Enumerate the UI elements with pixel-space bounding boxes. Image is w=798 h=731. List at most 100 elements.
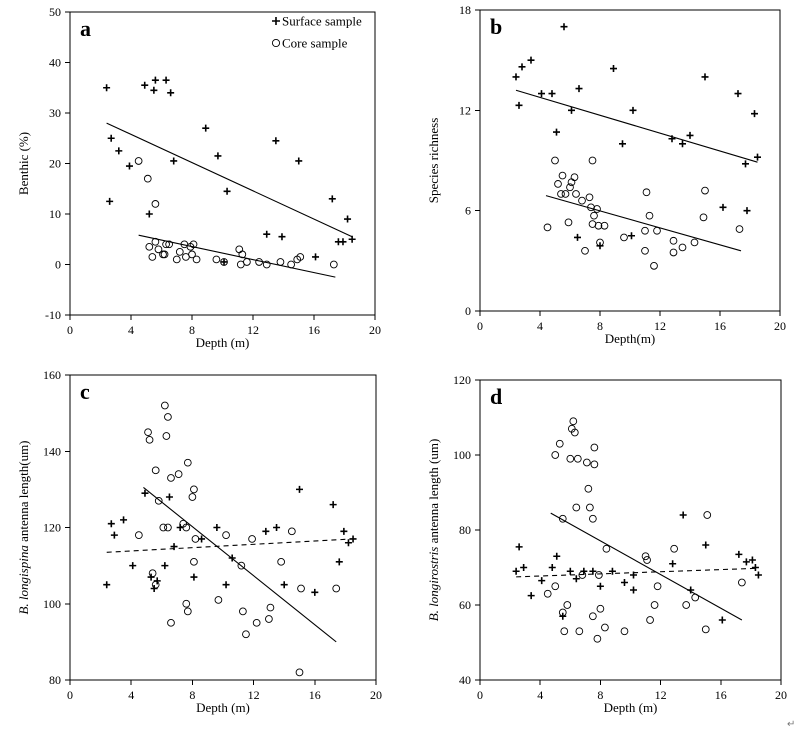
core-sample-point [167, 618, 175, 627]
surface-sample-point [628, 232, 635, 240]
core-sample-point [162, 240, 170, 249]
plot-frame [69, 374, 377, 681]
surface-sample-point [574, 233, 581, 241]
surface-sample-point [223, 187, 231, 195]
surface-sample-point [751, 110, 758, 118]
x-tick-label: 0 [477, 688, 483, 702]
core-sample-point [555, 439, 564, 448]
y-tick-label: 12 [459, 103, 471, 117]
core-sample-point [188, 493, 197, 501]
core-sample-point [588, 220, 597, 228]
surface-sample-point [329, 501, 337, 509]
y-axis-title-rest: antenna length (um) [426, 439, 441, 547]
core-sample-point [161, 401, 169, 410]
surface-sample-point [339, 238, 347, 246]
core-sample-point [151, 200, 160, 208]
surface-sample-point [349, 535, 357, 543]
core-sample-point [650, 262, 658, 270]
core-sample-point [183, 607, 192, 616]
core-sample-point [182, 599, 191, 608]
core-sample-point [587, 203, 595, 212]
x-tick-label: 8 [597, 319, 603, 333]
core-sample-point [641, 226, 649, 235]
plot-area [103, 76, 356, 278]
panel-d: 0 4 8 12 16 20 40 60 80 100 120 Depth (m) B. longiro… [426, 373, 787, 715]
core-sample-point [557, 190, 565, 198]
core-sample-point [151, 580, 160, 589]
core-sample-point [148, 569, 157, 578]
surface-sample-point [311, 588, 319, 596]
y-tick-label: 30 [49, 106, 61, 120]
core-sample-point [569, 417, 578, 426]
legend: Surface sample Core sample [271, 14, 362, 51]
panel-b: 0 4 8 12 16 20 0 6 12 18 Depth(m) Species richness b [426, 3, 786, 346]
surface-sample-point [106, 197, 114, 205]
surface-sample-point [107, 134, 115, 142]
surface-sample-point [120, 516, 128, 524]
y-tick-label: 50 [49, 5, 61, 19]
core-sample-point [554, 180, 562, 188]
surface-sample-point [107, 520, 115, 528]
core-sample-point [242, 630, 250, 639]
surface-sample-point [575, 85, 583, 93]
y-tick-label: 160 [43, 368, 61, 382]
surface-sample-point [630, 571, 638, 579]
core-sample-point [561, 190, 570, 198]
core-sample-point [558, 608, 567, 617]
core-sample-point [162, 432, 171, 440]
core-sample-point [601, 623, 609, 632]
core-sample-point [191, 535, 200, 543]
surface-sample-point [165, 493, 173, 501]
core-sample-point [584, 484, 593, 493]
core-sample-point [134, 157, 143, 165]
x-tick-label: 8 [597, 688, 603, 702]
core-sample-point [543, 223, 552, 232]
core-sample-point [265, 615, 273, 623]
surface-sample-point [568, 106, 575, 114]
core-sample-point [642, 188, 651, 197]
core-sample-point [620, 627, 629, 636]
core-sample-point [145, 435, 154, 444]
core-sample-point [641, 246, 649, 255]
surface-sample-point [312, 253, 320, 261]
core-sample-point [329, 260, 338, 269]
trendline [138, 234, 336, 278]
y-axis-species-name: B. longirostris [426, 547, 441, 622]
surface-sample-point [515, 101, 523, 109]
surface-sample-point [743, 207, 751, 215]
surface-sample-point [228, 554, 236, 562]
surface-sample-point [125, 162, 133, 170]
core-sample-point [276, 258, 285, 266]
y-tick-label: 60 [459, 598, 471, 612]
core-sample-point [690, 238, 699, 247]
continuation-mark: ↵ [787, 719, 795, 730]
core-sample-point [738, 578, 746, 587]
surface-sample-point [167, 89, 175, 97]
surface-sample-point [272, 137, 280, 145]
y-tick-label: 6 [465, 204, 471, 218]
legend-circle-marker [271, 38, 281, 48]
core-sample-point [182, 523, 191, 532]
core-sample-point [239, 607, 247, 616]
dashed-trendline [106, 538, 354, 553]
x-tick-label: 16 [309, 688, 321, 702]
surface-sample-point [735, 550, 743, 558]
core-sample-point [144, 428, 152, 437]
core-sample-point [183, 458, 192, 467]
core-sample-point [701, 625, 710, 634]
surface-sample-point [630, 586, 638, 594]
core-sample-point [596, 238, 604, 247]
core-sample-point [583, 458, 591, 467]
surface-sample-point [527, 592, 535, 600]
y-tick-label: 140 [43, 444, 61, 458]
core-sample-point [543, 589, 552, 598]
core-sample-point [145, 242, 154, 251]
core-sample-point [593, 634, 602, 643]
y-tick-label: 120 [453, 373, 471, 387]
y-tick-label: -10 [45, 308, 61, 322]
y-tick-label: 80 [49, 673, 61, 687]
core-sample-point [159, 523, 168, 532]
x-tick-label: 8 [189, 688, 195, 702]
core-sample-point [669, 236, 678, 245]
core-sample-point [255, 258, 263, 266]
